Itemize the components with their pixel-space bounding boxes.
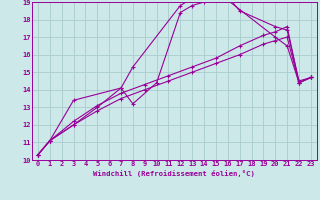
X-axis label: Windchill (Refroidissement éolien,°C): Windchill (Refroidissement éolien,°C) bbox=[93, 170, 255, 177]
